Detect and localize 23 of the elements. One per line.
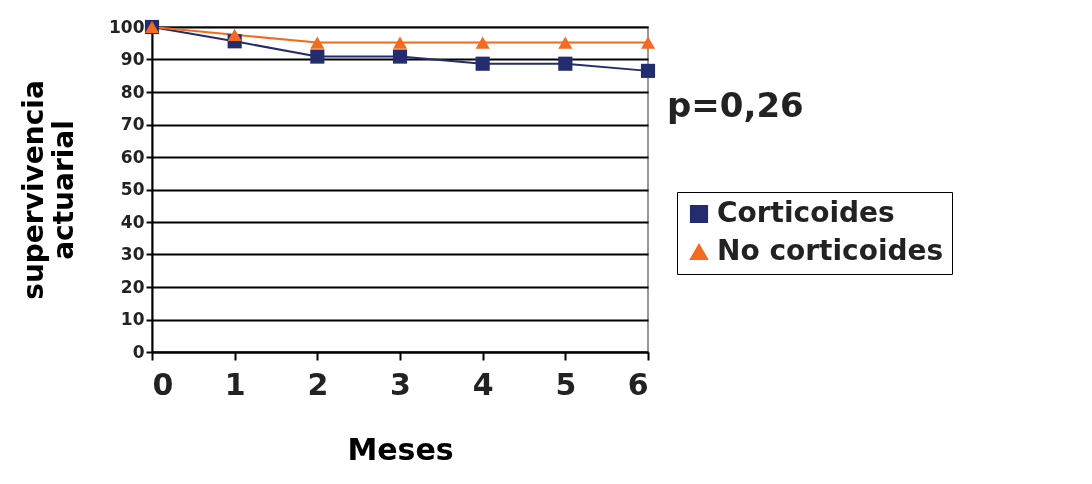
y-axis-title: supervivencia actuarial <box>17 80 81 300</box>
y-tick-label: 0 <box>132 341 145 362</box>
legend-label: Corticoides <box>717 196 895 229</box>
y-tick-label: 90 <box>120 49 145 69</box>
y-tick-label: 50 <box>120 179 145 199</box>
x-tick-label: 4 <box>472 366 494 402</box>
legend-label: No corticoides <box>717 234 944 267</box>
y-tick-label: 100 <box>109 16 145 37</box>
x-tick-label: 2 <box>307 366 329 402</box>
y-tick-label: 80 <box>120 81 145 102</box>
x-tick-label: 1 <box>224 366 246 402</box>
y-tick-label: 40 <box>120 211 145 232</box>
y-tick-label: 60 <box>120 146 145 167</box>
text: p=0,26 <box>667 85 804 125</box>
x-tick-label: 0 <box>152 366 174 402</box>
y-tick-label: 10 <box>120 309 145 329</box>
x-tick-label: 6 <box>627 366 649 402</box>
x-tick-label: 3 <box>390 366 411 402</box>
y-tick-label: 30 <box>120 244 145 264</box>
x-tick-label: 5 <box>555 366 577 402</box>
y-tick-label: 20 <box>120 276 145 297</box>
x-axis-title: Meses <box>347 431 454 467</box>
y-tick-label: 70 <box>120 114 145 134</box>
